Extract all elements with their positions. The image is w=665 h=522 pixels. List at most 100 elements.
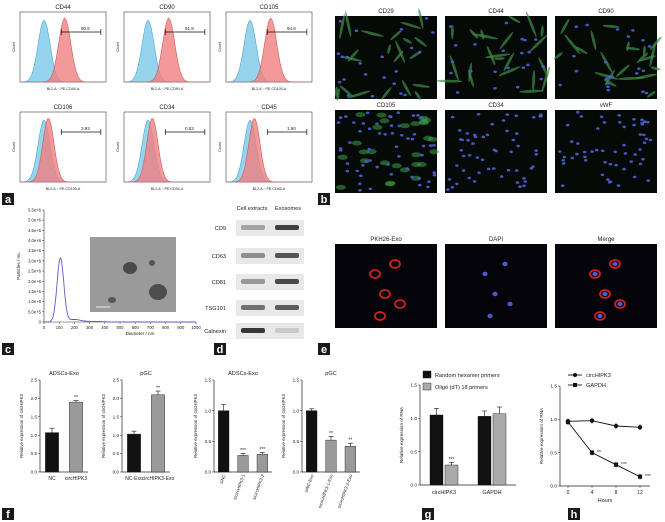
cytoskeleton-fiber xyxy=(642,45,646,57)
nucleus xyxy=(345,162,350,165)
series-line-circhipk3 xyxy=(567,420,641,428)
significance-label: ** xyxy=(74,395,78,401)
if-image-vwf: vWF xyxy=(555,103,657,193)
membrane-stain xyxy=(429,149,440,155)
nucleus xyxy=(432,171,437,174)
nucleus xyxy=(623,152,628,155)
nucleus xyxy=(358,182,362,186)
x-tick-label: 0 xyxy=(567,490,570,496)
histogram-title: CD34 xyxy=(159,105,175,111)
nucleus xyxy=(606,88,611,92)
membrane-stain xyxy=(391,163,402,169)
nucleus xyxy=(417,177,421,180)
nucleus xyxy=(473,43,477,46)
histogram-xlabel: BL2-A :: PE-CD106-A xyxy=(46,187,81,191)
bar-chart-g: 0.0 0.5 1.0 1.5 Relative expression of RNA **… xyxy=(399,370,516,496)
nucleus xyxy=(521,66,526,69)
exosome-vesicle xyxy=(149,260,155,266)
nucleus xyxy=(494,149,499,153)
bar xyxy=(325,439,337,473)
blot-band-label: TSG101 xyxy=(205,306,226,312)
cytoskeleton-fiber xyxy=(400,21,422,29)
nucleus xyxy=(365,111,370,115)
nucleus xyxy=(394,145,399,148)
legend-label: GAPDH xyxy=(586,383,606,389)
blot-band xyxy=(241,305,265,310)
nucleus xyxy=(389,173,394,176)
x-tick-label: 700 xyxy=(147,325,155,330)
panel-letter-box-b xyxy=(318,193,330,205)
y-tick-label: 0.0 xyxy=(113,470,120,475)
nucleus xyxy=(604,61,608,64)
if-image-cd105: CD105 xyxy=(335,103,440,193)
nucleus xyxy=(370,94,375,98)
gate-percentage: 90.6 xyxy=(81,26,90,31)
nucleus xyxy=(613,150,617,154)
nucleus xyxy=(450,60,455,64)
nucleus xyxy=(626,35,631,38)
category-label: sicircHIPK3-1-Exo xyxy=(317,473,334,509)
y-axis-label: Relative expression of circHIPK3 xyxy=(193,393,198,457)
x-tick-label: 0 xyxy=(43,325,46,330)
marker-histogram xyxy=(124,17,210,83)
nucleus xyxy=(485,133,490,137)
nucleus xyxy=(345,55,349,59)
significance-label: *** xyxy=(449,457,455,463)
nucleus xyxy=(382,76,387,79)
membrane-stain xyxy=(399,123,410,129)
nucleus xyxy=(338,20,343,23)
panel-d: Cell extracts Exosomes CD9 CD63 CD81 TSG101 Ca… xyxy=(204,206,304,339)
nucleus xyxy=(447,178,452,181)
dapi-nucleus xyxy=(597,313,603,319)
bar-chart-f4: pGC 0.0 0.5 1.0 1.5 Relative expression of ci… xyxy=(281,371,360,509)
nucleus xyxy=(602,121,607,124)
dapi-nucleus xyxy=(482,271,488,277)
nucleus xyxy=(641,39,645,42)
nucleus xyxy=(426,185,430,189)
cytoskeleton-fiber xyxy=(414,91,422,101)
y-tick-label: 2.0 xyxy=(113,396,120,401)
significance-label: ** xyxy=(329,431,333,437)
nucleus xyxy=(358,189,362,192)
blot-column-label: Cell extracts xyxy=(237,206,268,212)
cytoskeleton-fiber xyxy=(412,84,431,88)
cytoskeleton-fiber xyxy=(564,34,581,55)
membrane-stain xyxy=(351,140,362,146)
pkh26-signal xyxy=(609,259,621,269)
nucleus xyxy=(529,167,534,170)
category-label: NC xyxy=(48,476,56,482)
nucleus xyxy=(339,149,343,152)
nucleus xyxy=(648,138,653,142)
nucleus xyxy=(418,183,422,187)
nucleus xyxy=(523,38,527,42)
chart-title: pGC xyxy=(325,371,337,377)
y-tick-label: 0.5 xyxy=(113,451,120,456)
nucleus xyxy=(506,168,511,172)
panel-letter-box-f xyxy=(2,508,14,520)
blot-band xyxy=(275,253,299,258)
nucleus xyxy=(539,113,543,116)
nucleus xyxy=(606,85,610,88)
nucleus xyxy=(367,147,371,151)
nucleus xyxy=(427,180,431,183)
y-tick-label: 5.0e+6 xyxy=(28,218,42,223)
nucleus xyxy=(477,171,481,175)
if-image-label: CD44 xyxy=(488,9,504,15)
category-label: sicircHIPK3-2 xyxy=(251,473,265,500)
x-tick-label: 4 xyxy=(591,490,594,496)
panel-letter-box-e xyxy=(318,343,330,355)
nucleus xyxy=(617,114,621,117)
nucleus xyxy=(576,110,580,114)
nucleus xyxy=(642,133,646,137)
cytoskeleton-fiber xyxy=(498,66,521,77)
cytoskeleton-fiber xyxy=(560,18,570,35)
nucleus xyxy=(421,144,426,148)
cytoskeleton-fiber xyxy=(336,88,340,102)
bar xyxy=(492,413,507,486)
cytoskeleton-fiber xyxy=(395,40,406,63)
membrane-stain xyxy=(418,119,429,125)
nucleus xyxy=(579,115,584,118)
marker-histogram xyxy=(20,17,106,83)
blot-band xyxy=(275,279,299,284)
nucleus xyxy=(346,94,351,97)
